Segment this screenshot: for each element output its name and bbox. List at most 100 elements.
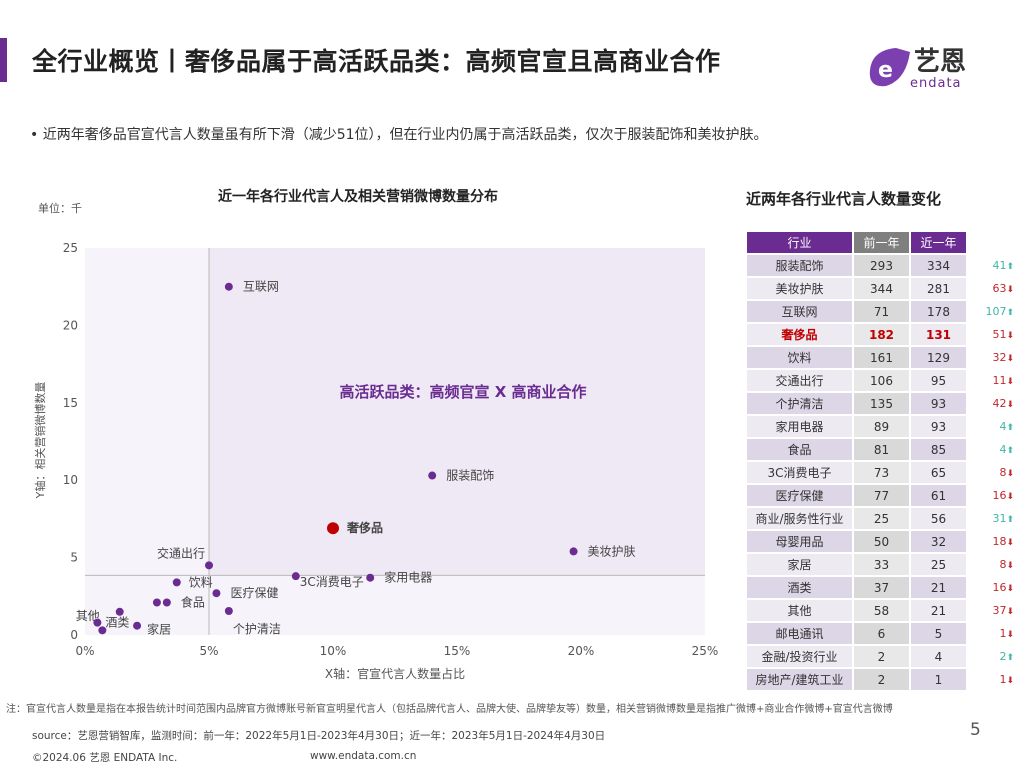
data-point [152, 598, 161, 607]
change-cell: 4⬆ [968, 439, 1014, 460]
y-axis-label: Y轴：相关营销微博数量 [33, 382, 47, 500]
table-row: 3C消费电子 73 65 8⬇ [747, 462, 1014, 483]
y-tick-label: 25 [63, 241, 78, 255]
arrow-down-icon: ⬇ [1006, 331, 1014, 341]
data-point [115, 607, 124, 616]
y-tick-label: 20 [63, 318, 78, 332]
source-text: source：艺恩营销智库，监测时间：前一年：2022年5月1日-2023年4月… [32, 730, 606, 742]
arrow-up-icon: ⬆ [1006, 515, 1014, 525]
arrow-up-icon: ⬆ [1006, 423, 1014, 433]
prev-year-cell: 81 [854, 439, 909, 460]
point-label: 交通出行 [157, 545, 205, 560]
point-label: 美妆护肤 [588, 543, 636, 558]
change-value: 107 [985, 305, 1007, 318]
data-point [327, 522, 339, 535]
change-cell: 11⬇ [968, 370, 1014, 391]
change-cell: 51⬇ [968, 324, 1014, 345]
curr-year-cell: 21 [911, 600, 966, 621]
table-row: 酒类 37 21 16⬇ [747, 577, 1014, 598]
x-tick-label: 0% [75, 644, 94, 658]
table-row: 金融/投资行业 2 4 2⬆ [747, 646, 1014, 667]
header-industry: 行业 [747, 232, 852, 253]
table-row: 房地产/建筑工业 2 1 1⬇ [747, 669, 1014, 690]
curr-year-cell: 93 [911, 393, 966, 414]
prev-year-cell: 58 [854, 600, 909, 621]
x-tick-label: 25% [692, 644, 719, 658]
arrow-down-icon: ⬇ [1006, 676, 1014, 686]
arrow-down-icon: ⬇ [1006, 607, 1014, 617]
data-point [224, 282, 233, 291]
logo-icon: e 艺恩 endata [869, 47, 966, 91]
change-cell: 8⬇ [968, 554, 1014, 575]
svg-text:艺恩: 艺恩 [914, 47, 966, 77]
arrow-down-icon: ⬇ [1006, 630, 1014, 640]
x-tick-label: 10% [320, 644, 347, 658]
industry-cell: 饮料 [747, 347, 852, 368]
point-label: 家用电器 [384, 570, 432, 585]
curr-year-cell: 1 [911, 669, 966, 690]
arrow-down-icon: ⬇ [1006, 377, 1014, 387]
data-point [133, 621, 142, 630]
industry-cell: 个护清洁 [747, 393, 852, 414]
page-title: 全行业概览丨奢侈品属于高活跃品类：高频官宣且高商业合作 [32, 47, 721, 76]
y-tick-label: 10 [63, 473, 78, 487]
quadrant-label: 高活跃品类：高频官宣 X 高商业合作 [339, 383, 586, 401]
header-curr-year: 近一年 [911, 232, 966, 253]
table-row: 医疗保健 77 61 16⬇ [747, 485, 1014, 506]
industry-cell: 互联网 [747, 301, 852, 322]
data-point [205, 561, 213, 570]
table-row: 邮电通讯 6 5 1⬇ [747, 623, 1014, 644]
prev-year-cell: 50 [854, 531, 909, 552]
chart-unit: 单位：千 [38, 202, 82, 215]
industry-cell: 房地产/建筑工业 [747, 669, 852, 690]
arrow-down-icon: ⬇ [1006, 561, 1014, 571]
change-value: 18 [992, 535, 1007, 548]
website-link[interactable]: www.endata.com.cn [310, 750, 417, 762]
point-label: 互联网 [243, 280, 279, 294]
industry-cell: 家用电器 [747, 416, 852, 437]
arrow-down-icon: ⬇ [1006, 400, 1014, 410]
curr-year-cell: 21 [911, 577, 966, 598]
industry-cell: 奢侈品 [747, 324, 852, 345]
prev-year-cell: 135 [854, 393, 909, 414]
data-point [291, 572, 300, 581]
change-value: 8 [999, 466, 1007, 479]
y-tick-label: 0 [70, 628, 78, 642]
industry-cell: 其他 [747, 600, 852, 621]
table-row: 商业/服务性行业 25 56 31⬆ [747, 508, 1014, 529]
change-cell: 16⬇ [968, 485, 1014, 506]
x-axis-label: X轴：官宣代言人数量占比 [325, 666, 465, 681]
prev-year-cell: 6 [854, 623, 909, 644]
scatter-chart: 0 5 10 15 20 25 0% 5% 10% 15% 20% 25% X轴：官宣代言人数量占比 Y轴… [33, 241, 719, 681]
curr-year-cell: 56 [911, 508, 966, 529]
arrow-up-icon: ⬆ [1006, 653, 1014, 663]
table-row: 个护清洁 135 93 42⬇ [747, 393, 1014, 414]
high-activity-quadrant [209, 248, 705, 576]
curr-year-cell: 334 [911, 255, 966, 276]
arrow-up-icon: ⬆ [1006, 446, 1014, 456]
curr-year-cell: 129 [911, 347, 966, 368]
change-value: 4 [999, 443, 1007, 456]
change-cell: 2⬆ [968, 646, 1014, 667]
data-point [93, 618, 102, 627]
data-point [162, 598, 171, 607]
prev-year-cell: 73 [854, 462, 909, 483]
y-tick-label: 15 [63, 396, 78, 410]
industry-table: 行业 前一年 近一年 服装配饰 293 334 41⬆ 美妆护肤 344 281 63⬇ 互联网… [745, 230, 1016, 692]
change-cell: 4⬆ [968, 416, 1014, 437]
change-cell: 16⬇ [968, 577, 1014, 598]
point-label: 医疗保健 [230, 586, 278, 600]
change-value: 11 [992, 374, 1007, 387]
data-point [98, 626, 107, 635]
table-row: 饮料 161 129 32⬇ [747, 347, 1014, 368]
x-tick-label: 20% [568, 644, 595, 658]
industry-cell: 商业/服务性行业 [747, 508, 852, 529]
endata-logo: e 艺恩 endata [866, 40, 991, 91]
change-value: 51 [992, 328, 1007, 341]
arrow-down-icon: ⬇ [1006, 469, 1014, 479]
change-cell: 37⬇ [968, 600, 1014, 621]
arrow-down-icon: ⬇ [1006, 492, 1014, 502]
point-label: 服装配饰 [446, 469, 494, 483]
change-cell: 1⬇ [968, 669, 1014, 690]
change-cell: 41⬆ [968, 255, 1014, 276]
